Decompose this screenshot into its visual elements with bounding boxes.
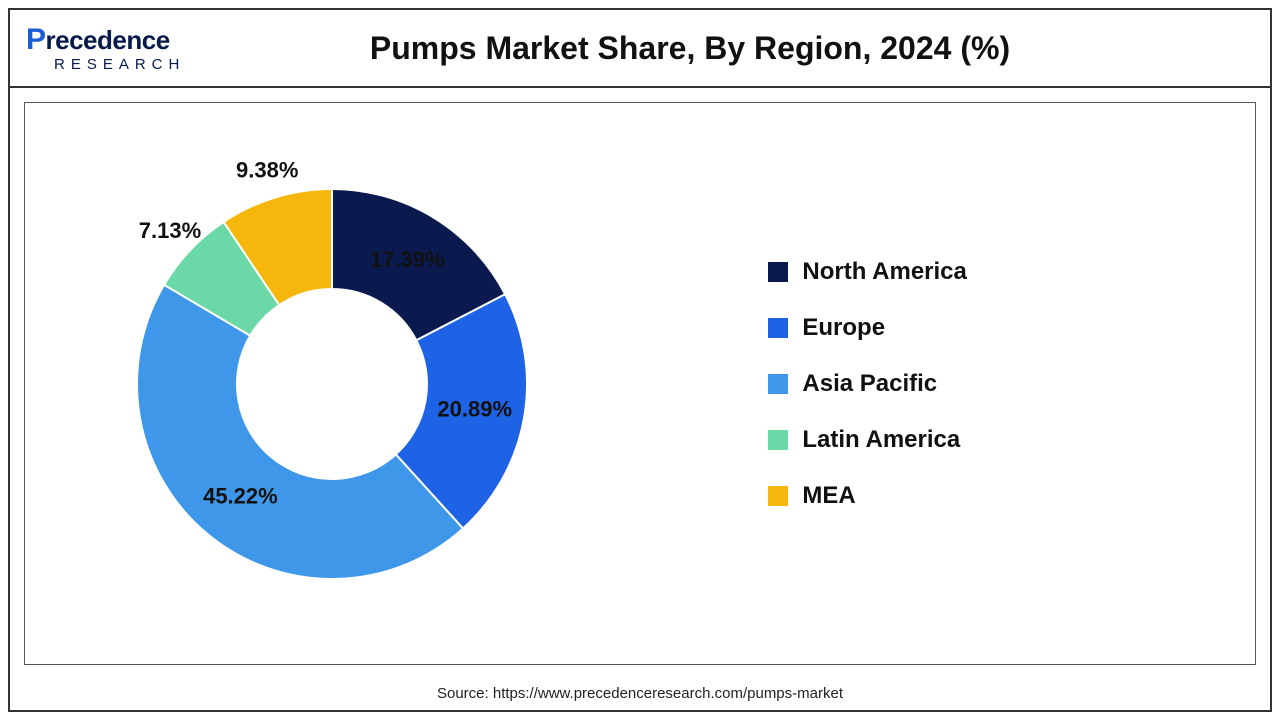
slice-label: 20.89%	[437, 396, 512, 421]
legend-item: Asia Pacific	[768, 370, 1255, 398]
slice-label: 9.38%	[236, 157, 298, 182]
slice-label: 45.22%	[203, 483, 278, 508]
logo-p-letter: P	[26, 23, 46, 56]
legend-label: North America	[802, 258, 966, 286]
slice-label: 7.13%	[138, 217, 200, 242]
source-line: Source: https://www.precedenceresearch.c…	[10, 679, 1270, 710]
donut-svg: 17.39% 20.89% 45.22% 7.13% 9.38%	[72, 134, 692, 634]
legend-item: MEA	[768, 482, 1255, 510]
legend-item: North America	[768, 258, 1255, 286]
legend-item: Latin America	[768, 426, 1255, 454]
legend-swatch	[768, 374, 788, 394]
header-bar: Precedence RESEARCH Pumps Market Share, …	[10, 10, 1270, 88]
chart-title: Pumps Market Share, By Region, 2024 (%)	[126, 30, 1254, 67]
legend-item: Europe	[768, 314, 1255, 342]
legend-swatch	[768, 262, 788, 282]
legend-label: MEA	[802, 482, 855, 510]
legend-swatch	[768, 318, 788, 338]
legend-swatch	[768, 430, 788, 450]
legend-label: Latin America	[802, 426, 960, 454]
legend-label: Europe	[802, 314, 885, 342]
slice-label: 17.39%	[370, 247, 445, 272]
legend-swatch	[768, 486, 788, 506]
legend-label: Asia Pacific	[802, 370, 937, 398]
chart-body: 17.39% 20.89% 45.22% 7.13% 9.38% North Ameri…	[24, 102, 1256, 665]
legend: North America Europe Asia Pacific Latin Ame…	[738, 230, 1255, 538]
donut-chart: 17.39% 20.89% 45.22% 7.13% 9.38%	[25, 103, 738, 664]
chart-frame: Precedence RESEARCH Pumps Market Share, …	[8, 8, 1272, 712]
